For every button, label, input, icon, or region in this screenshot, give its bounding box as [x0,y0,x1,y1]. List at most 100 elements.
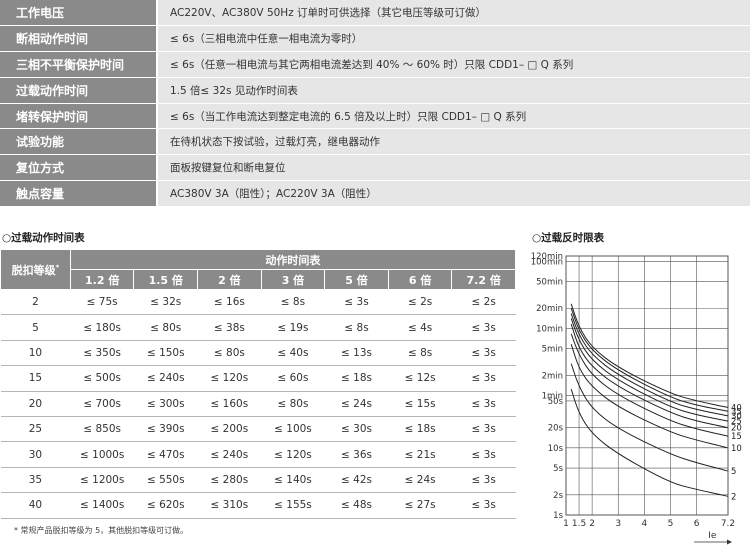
y-tick-label: 10s [548,444,564,454]
series-curve [570,308,729,412]
y-tick-label: 5min [542,345,563,355]
spec-table: 工作电压 AC220V、AC380V 50Hz 订单时可供选择（其它电压等级可订做… [0,0,750,208]
time-cell: ≤ 155s [261,492,325,519]
series-curve [570,303,729,408]
y-tick-label: 1s [553,511,563,521]
table-row: 25 ≤ 850s ≤ 390s ≤ 200s ≤ 100s ≤ 30s ≤ 18s ≤ 3s [0,416,516,443]
spec-row: 堵转保护时间 ≤ 6s（当工作电流达到整定电流的 6.5 倍及以上时）只限 CDD… [0,103,750,130]
table-row: 30 ≤ 1000s ≤ 470s ≤ 240s ≤ 120s ≤ 36s ≤ 21s ≤ 3… [0,441,516,468]
table-row: 15 ≤ 500s ≤ 240s ≤ 120s ≤ 60s ≤ 18s ≤ 12s ≤ 3s [0,365,516,392]
series-curve [570,323,729,429]
time-cell: ≤ 48s [324,492,389,519]
series-curve [570,313,729,417]
time-cell: ≤ 24s [388,467,452,494]
series-curve [570,318,729,422]
time-cell: ≤ 2s [451,289,516,316]
time-cell: ≤ 38s [197,314,262,341]
table-row: 10 ≤ 350s ≤ 150s ≤ 80s ≤ 40s ≤ 13s ≤ 8s ≤ 3s [0,340,516,367]
time-cell: ≤ 150s [133,340,198,367]
spec-row: 试验功能 在待机状态下按试验，过载灯亮，继电器动作 [0,129,750,156]
multiple-column-header: 7.2 倍 [451,269,516,290]
time-cell: ≤ 42s [324,467,389,494]
time-cell: ≤ 140s [261,467,325,494]
series-label: 2 [731,492,736,502]
x-tick-label: 4 [642,519,648,529]
y-tick-label: 50min [536,278,563,288]
time-cell: ≤ 160s [197,391,262,417]
spec-value: AC380V 3A（阻性）；AC220V 3A（阻性） [158,181,750,207]
time-cell: ≤ 13s [324,340,389,367]
time-cell: ≤ 30s [324,416,389,443]
time-cell: ≤ 80s [261,391,325,417]
trip-class-cell: 25 [0,416,71,443]
time-cell: ≤ 620s [133,492,198,519]
multiple-column-header: 3 倍 [260,269,326,290]
time-cell: ≤ 60s [261,365,325,392]
time-cell: ≤ 3s [451,314,516,341]
y-tick-label: 5s [553,464,563,474]
spec-label: 三相不平衡保护时间 [0,51,158,77]
series-curve [570,388,729,497]
spec-value: 面板按键复位和断电复位 [158,155,750,181]
y-tick-label: 2s [553,491,563,501]
time-cell: ≤ 27s [388,492,452,519]
multiple-column-header: 5 倍 [324,269,389,290]
time-cell: ≤ 8s [388,340,452,367]
trip-class-cell: 5 [0,314,71,341]
time-cell: ≤ 21s [388,441,452,468]
time-cell: ≤ 8s [261,289,325,316]
time-cell: ≤ 8s [324,314,389,341]
time-cell: ≤ 1400s [70,492,134,519]
spec-row: 断相动作时间 ≤ 6s（三相电流中任意一相电流为零时） [0,25,750,52]
y-tick-label: 20s [548,424,564,434]
y-tick-label: 1min [542,392,563,402]
trip-class-cell: 15 [0,365,71,392]
time-cell: ≤ 300s [133,391,198,417]
time-cell: ≤ 550s [133,467,198,494]
table-row: 40 ≤ 1400s ≤ 620s ≤ 310s ≤ 155s ≤ 48s ≤ 27s ≤ 3… [0,492,516,519]
spec-row: 过载动作时间 1.5 倍≤ 32s 见动作时间表 [0,77,750,104]
trip-class-cell: 40 [0,492,71,519]
time-cell: ≤ 3s [451,391,516,417]
spec-value: 在待机状态下按试验，过载灯亮，继电器动作 [158,129,750,155]
time-cell: ≤ 18s [388,416,452,443]
series-curve [570,333,729,437]
time-cell: ≤ 850s [70,416,134,443]
multiple-column-header: 2 倍 [197,269,262,290]
x-tick-label: 5 [668,519,674,529]
x-tick-label: 7.2 [721,519,735,529]
x-tick-label: 1.5 [572,519,586,529]
x-tick-label: 6 [694,519,700,529]
time-cell: ≤ 40s [261,340,325,367]
time-cell: ≤ 80s [197,340,262,367]
x-tick-label: 3 [615,519,621,529]
time-cell: ≤ 100s [261,416,325,443]
time-cell: ≤ 180s [70,314,134,341]
time-cell: ≤ 3s [451,441,516,468]
spec-row: 三相不平衡保护时间 ≤ 6s（任意一相电流与其它两相电流差达到 40% ～ 60%… [0,51,750,78]
time-cell: ≤ 500s [70,365,134,392]
series-label: 30 [731,412,742,422]
spec-value: ≤ 6s（三相电流中任意一相电流为零时） [158,25,750,51]
spec-label: 过载动作时间 [0,77,158,103]
trip-class-cell: 20 [0,391,71,417]
multiple-column-header: 1.5 倍 [133,269,199,290]
x-axis-label: Ie [708,531,717,541]
trip-class-cell: 30 [0,441,71,468]
x-tick-label: 1 [563,519,569,529]
time-cell: ≤ 3s [451,492,516,519]
table-row: 20 ≤ 700s ≤ 300s ≤ 160s ≤ 80s ≤ 24s ≤ 15s ≤ 3s [0,391,516,417]
time-cell: ≤ 24s [324,391,389,417]
time-cell: ≤ 12s [388,365,452,392]
spec-label: 断相动作时间 [0,25,158,51]
spec-label: 触点容量 [0,181,158,207]
series-curve [570,363,729,472]
spec-row: 触点容量 AC380V 3A（阻性）；AC220V 3A（阻性） [0,181,750,208]
table-row: 2 ≤ 75s ≤ 32s ≤ 16s ≤ 8s ≤ 3s ≤ 2s ≤ 2s [0,289,516,316]
spec-value: ≤ 6s（任意一相电流与其它两相电流差达到 40% ～ 60% 时）只限 CDD… [158,51,750,77]
table-row: 5 ≤ 180s ≤ 80s ≤ 38s ≤ 19s ≤ 8s ≤ 4s ≤ 3s [0,314,516,341]
series-label: 35 [731,407,742,417]
series-label: 10 [731,444,742,454]
time-cell: ≤ 3s [451,340,516,367]
